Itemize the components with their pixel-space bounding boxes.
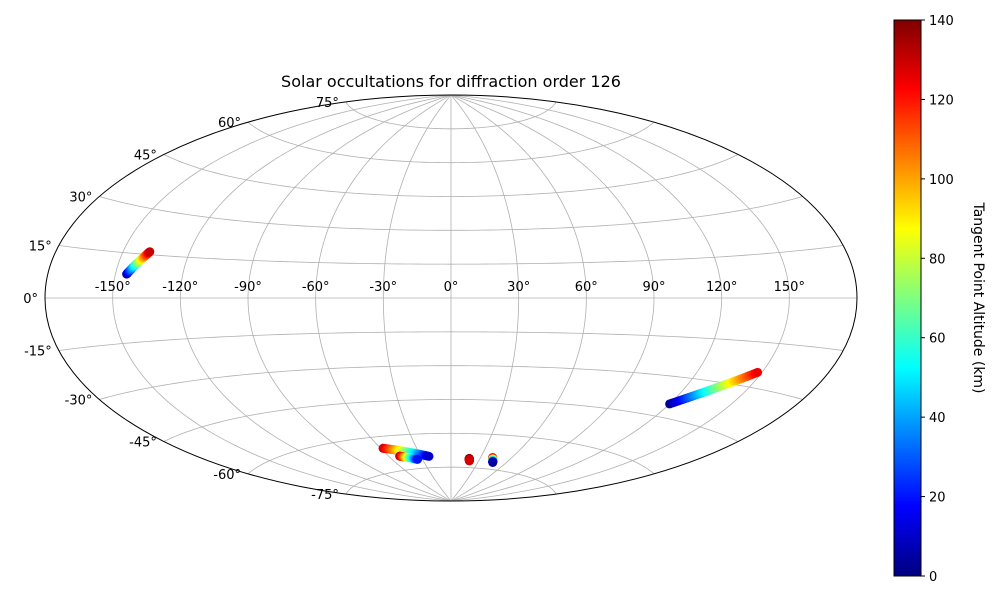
lat-tick-label: 30° xyxy=(69,191,92,206)
occultation-track xyxy=(122,247,155,279)
colorbar-label: Tangent Point Altitude (km) xyxy=(970,201,986,393)
data-point xyxy=(753,367,763,377)
lat-tick-label: -60° xyxy=(213,468,241,483)
data-point xyxy=(464,456,474,466)
parallel-line xyxy=(247,432,655,475)
colorbar-tick-label: 60 xyxy=(929,332,946,347)
parallel-line xyxy=(163,399,739,442)
graticule-grid xyxy=(45,95,857,501)
parallel-line xyxy=(99,365,803,400)
parallel-line xyxy=(247,121,655,164)
colorbar-tick-label: 40 xyxy=(929,411,946,426)
lon-tick-label: -60° xyxy=(302,280,330,295)
lon-tick-label: 0° xyxy=(444,280,459,295)
colorbar-tick-label: 80 xyxy=(929,252,946,267)
data-point xyxy=(413,454,423,464)
lat-tick-label: 75° xyxy=(316,96,339,111)
chart-title: Solar occultations for diffraction order… xyxy=(281,72,621,91)
lat-tick-label: 0° xyxy=(23,292,38,307)
occultation-track xyxy=(488,453,498,467)
colorbar-tick-label: 140 xyxy=(929,14,954,29)
parallel-line xyxy=(58,331,844,351)
occultation-track xyxy=(378,443,434,461)
colorbar-ticks: 0 20 40 60 80 100 120 140 xyxy=(921,14,954,585)
occultation-track xyxy=(395,451,423,464)
lon-tick-label: -30° xyxy=(369,280,397,295)
lat-tick-label: 60° xyxy=(218,116,241,131)
colorbar-tick-label: 0 xyxy=(929,570,937,585)
colorbar xyxy=(893,19,922,577)
map-boundary xyxy=(44,94,858,502)
lon-tick-label: -120° xyxy=(162,280,198,295)
lat-tick-label: 15° xyxy=(29,240,52,255)
lon-tick-label: 90° xyxy=(642,280,665,295)
parallel-line xyxy=(58,245,844,265)
lat-tick-label: 45° xyxy=(134,149,157,164)
data-point xyxy=(145,247,155,257)
lat-tick-label: -15° xyxy=(24,345,52,360)
parallel-line xyxy=(345,101,557,130)
parallel-line xyxy=(99,196,803,231)
colorbar-tick-label: 100 xyxy=(929,173,954,188)
lon-tick-label: -150° xyxy=(95,280,131,295)
parallel-line xyxy=(163,154,739,197)
parallel-line xyxy=(345,466,557,495)
data-point xyxy=(424,451,434,461)
occultation-track xyxy=(665,367,763,409)
lat-tick-label: -75° xyxy=(311,488,339,503)
lon-tick-label: 150° xyxy=(774,280,805,295)
colorbar-tick-label: 20 xyxy=(929,491,946,506)
lat-tick-label: -45° xyxy=(129,436,157,451)
longitude-tick-labels: -150° -120° -90° -60° -30° 0° 30° 60° 90° 120° 150… xyxy=(95,280,805,295)
data-point xyxy=(488,457,498,467)
latitude-tick-labels: 75° 60° 45° 30° 15° 0° -15° -30° -45° -60° -75° xyxy=(23,96,339,503)
lon-tick-label: 60° xyxy=(575,280,598,295)
lon-tick-label: 120° xyxy=(706,280,737,295)
colorbar-tick-label: 120 xyxy=(929,93,954,108)
lat-tick-label: -30° xyxy=(65,394,93,409)
occultation-track xyxy=(464,454,474,466)
occultation-tracks xyxy=(122,247,763,467)
lon-tick-label: -90° xyxy=(234,280,262,295)
lon-tick-label: 30° xyxy=(507,280,530,295)
